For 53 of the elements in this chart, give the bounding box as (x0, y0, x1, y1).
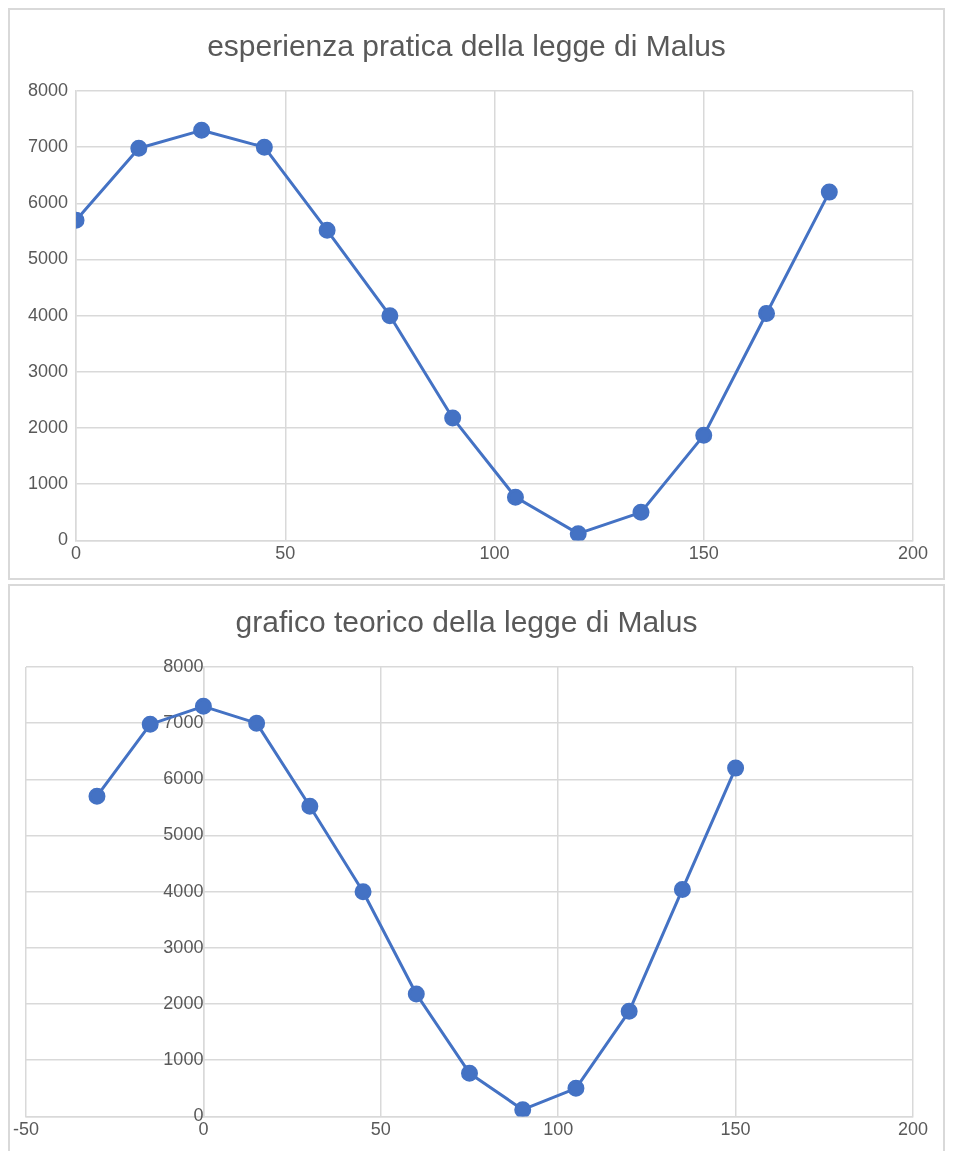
y-tick-label: 5000 (28, 248, 69, 269)
y-tick-label: 8000 (163, 655, 204, 676)
point (88, 787, 106, 805)
point (193, 121, 211, 139)
point (381, 307, 399, 325)
x-tick-label: 200 (897, 1119, 929, 1140)
x-tick-label: 100 (543, 1119, 574, 1140)
y-tick-label: 5000 (163, 824, 204, 845)
x-tick-label: 200 (897, 543, 929, 564)
x-tick-label: 100 (479, 543, 510, 564)
x-tick-label: 50 (275, 543, 296, 564)
x-tick-label: 0 (71, 543, 82, 564)
point (444, 409, 462, 427)
point (255, 138, 273, 156)
y-tick-label: 1000 (28, 473, 69, 494)
point (407, 985, 425, 1003)
point (727, 759, 745, 777)
y-tick-label: 8000 (28, 79, 69, 100)
x-tick-label: 150 (688, 543, 719, 564)
y-tick-label: 1000 (163, 1049, 204, 1070)
point (569, 525, 587, 541)
y-tick-label: 6000 (163, 768, 204, 789)
y-tick-label: 4000 (163, 880, 204, 901)
point (301, 797, 319, 815)
point (318, 221, 336, 239)
point (130, 139, 148, 157)
y-tick-label: 2000 (163, 993, 204, 1014)
point (506, 488, 524, 506)
x-tick-label: 150 (720, 1119, 751, 1140)
y-tick-label: 0 (58, 529, 69, 550)
point (141, 715, 159, 733)
point (695, 426, 713, 444)
x-tick-label: 50 (370, 1119, 391, 1140)
y-tick-label: 7000 (28, 136, 69, 157)
point (248, 714, 266, 732)
y-tick-label: 2000 (28, 417, 69, 438)
chart-title: esperienza pratica della legge di Malus (207, 29, 726, 63)
point (673, 880, 691, 898)
y-tick-label: 6000 (28, 192, 69, 213)
point (354, 883, 372, 901)
point (514, 1101, 532, 1117)
y-tick-label: 3000 (163, 936, 204, 957)
point (620, 1002, 638, 1020)
point (461, 1064, 478, 1082)
point (758, 304, 776, 322)
point (632, 503, 650, 521)
x-tick-label: -50 (13, 1119, 40, 1140)
point (820, 183, 838, 201)
chart-title: grafico teorico della legge di Malus (235, 605, 698, 639)
point (567, 1079, 585, 1097)
y-tick-label: 3000 (28, 360, 69, 381)
y-tick-label: 4000 (28, 304, 69, 325)
point (194, 697, 212, 715)
